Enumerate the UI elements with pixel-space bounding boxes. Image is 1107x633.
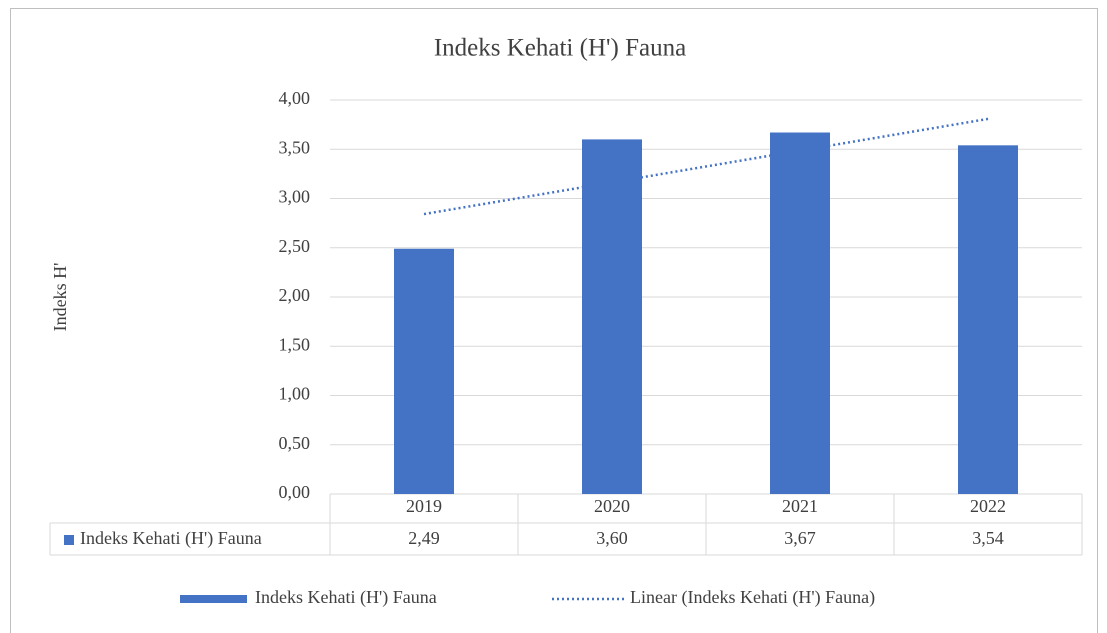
y-tick-label: 4,00	[279, 88, 311, 108]
trendline	[423, 117, 989, 216]
table-value: 3,54	[972, 528, 1004, 548]
table-value: 3,67	[784, 528, 816, 548]
legend-key	[180, 595, 247, 603]
x-tick-label: 2019	[406, 496, 442, 516]
bar	[958, 145, 1018, 494]
x-tick-label: 2021	[782, 496, 818, 516]
x-tick-label: 2022	[970, 496, 1006, 516]
table-value: 3,60	[596, 528, 628, 548]
bar	[582, 139, 642, 494]
y-tick-label: 0,00	[279, 482, 311, 502]
y-tick-label: 1,00	[279, 384, 311, 404]
y-tick-label: 0,50	[279, 433, 311, 453]
y-axis-label: Indeks H'	[50, 263, 70, 332]
bar	[770, 132, 830, 494]
legend-label: Linear (Indeks Kehati (H') Fauna)	[630, 587, 875, 608]
chart-title: Indeks Kehati (H') Fauna	[434, 35, 686, 62]
table-value: 2,49	[408, 528, 440, 548]
y-tick-label: 2,50	[279, 236, 311, 256]
y-tick-label: 3,50	[279, 137, 311, 157]
chart-frame	[10, 8, 1098, 633]
table-row-header: Indeks Kehati (H') Fauna	[80, 528, 262, 549]
legend-label: Indeks Kehati (H') Fauna	[255, 587, 437, 608]
y-tick-label: 1,50	[279, 334, 311, 354]
y-tick-label: 3,00	[279, 187, 311, 207]
x-tick-label: 2020	[594, 496, 630, 516]
y-tick-label: 2,00	[279, 285, 311, 305]
bar	[394, 248, 454, 494]
table-legend-key	[64, 535, 74, 545]
